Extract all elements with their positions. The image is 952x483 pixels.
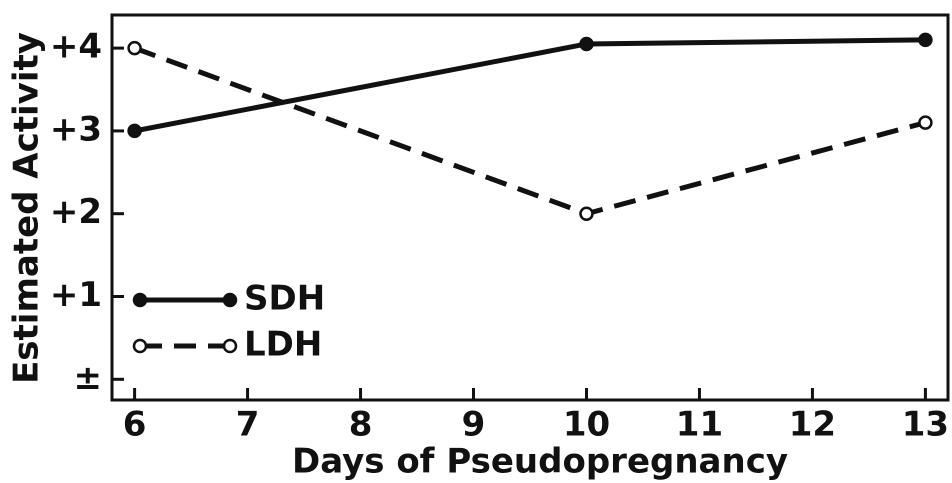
data-point (918, 115, 933, 130)
y-tick-label: +1 (50, 275, 102, 315)
y-tick-label: ± (74, 358, 103, 398)
data-point (579, 36, 594, 52)
legend-label: LDH (244, 325, 322, 365)
x-tick-label: 9 (462, 405, 486, 445)
x-tick-label: 7 (236, 405, 260, 445)
data-point (918, 32, 933, 48)
x-tick-label: 10 (563, 405, 610, 445)
x-tick-label: 13 (902, 405, 949, 445)
legend-marker (222, 292, 238, 308)
legend-marker (132, 292, 148, 308)
y-axis-label: Estimated Activity (7, 32, 47, 384)
x-axis-label: Days of Pseudopregnancy (292, 442, 788, 482)
legend-label: SDH (244, 279, 325, 319)
series-line (134, 37, 926, 134)
x-tick-label: 11 (676, 405, 723, 445)
plot-frame (110, 13, 950, 402)
x-tick-label: 8 (349, 405, 373, 445)
x-tick-label: 12 (789, 405, 836, 445)
legend-marker (132, 338, 148, 354)
y-tick-label: +3 (50, 109, 102, 149)
data-point (127, 40, 142, 56)
series-line (133, 45, 927, 217)
y-tick-label: +2 (50, 192, 102, 232)
data-point (127, 123, 142, 139)
y-tick-label: +4 (50, 27, 102, 67)
x-tick-label: 6 (123, 405, 147, 445)
data-point (579, 206, 594, 221)
legend-marker (222, 338, 238, 354)
